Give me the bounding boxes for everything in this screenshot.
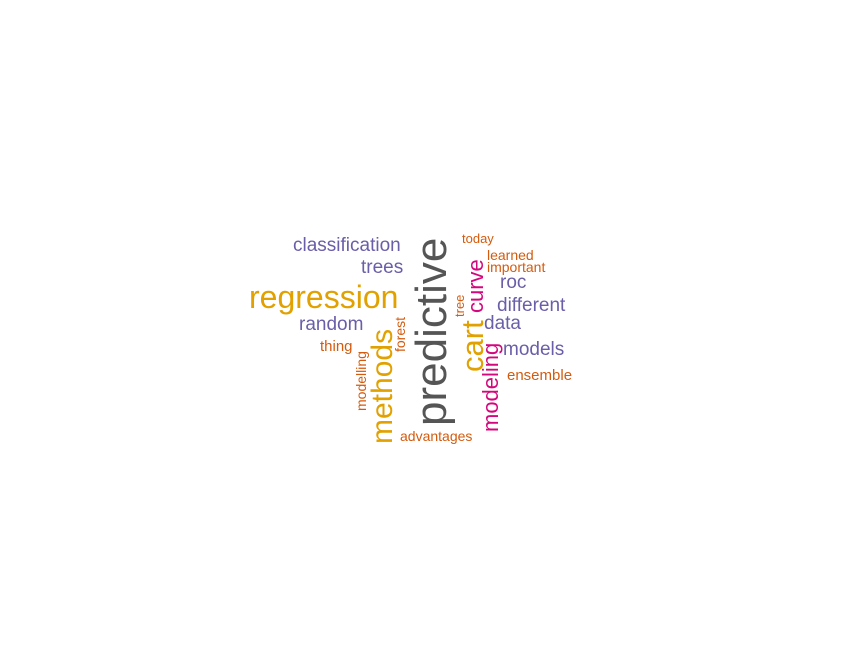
word-curve: curve bbox=[463, 259, 488, 313]
word-modelling: modelling bbox=[353, 351, 369, 411]
word-learned: learned bbox=[487, 247, 534, 263]
word-modeling: modeling bbox=[478, 342, 503, 432]
word-random: random bbox=[299, 314, 364, 335]
word-predictive: predictive bbox=[407, 237, 456, 426]
word-today: today bbox=[462, 231, 494, 246]
word-roc: roc bbox=[500, 272, 527, 293]
word-classification: classification bbox=[293, 235, 401, 256]
word-important: important bbox=[487, 259, 546, 275]
word-ensemble: ensemble bbox=[507, 367, 573, 384]
word-data: data bbox=[484, 313, 521, 334]
word-trees: trees bbox=[361, 257, 404, 278]
word-different: different bbox=[497, 295, 566, 316]
word-advantages: advantages bbox=[400, 428, 473, 444]
word-tree: tree bbox=[452, 294, 467, 317]
word-models: models bbox=[503, 339, 565, 360]
word-forest: forest bbox=[392, 316, 408, 352]
word-thing: thing bbox=[320, 338, 353, 355]
word-regression: regression bbox=[249, 279, 399, 315]
